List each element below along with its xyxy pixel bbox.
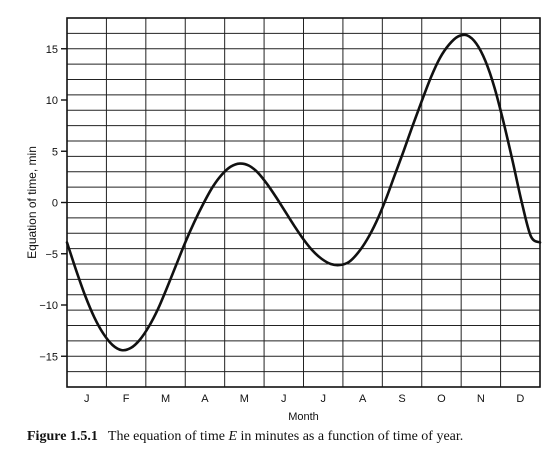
- figure-number: Figure 1.5.1: [27, 429, 98, 444]
- x-tick-label: N: [477, 393, 485, 405]
- x-tick-label: J: [320, 393, 326, 405]
- grid: [67, 18, 540, 387]
- caption-symbol: E: [228, 429, 237, 444]
- x-tick-label: O: [437, 393, 446, 405]
- y-axis-label: Equation of time, min: [25, 146, 39, 259]
- y-tick-label: 15: [46, 44, 58, 56]
- y-tick-label: −5: [45, 249, 58, 261]
- caption-text-start: The equation of time: [107, 429, 229, 444]
- y-tick-label: −15: [39, 351, 58, 363]
- figure-caption: Figure 1.5.1 The equation of time E in mi…: [27, 429, 554, 445]
- y-tick-label: −10: [39, 300, 58, 312]
- x-tick-label: S: [398, 393, 405, 405]
- x-tick-label: A: [359, 393, 367, 405]
- caption-text-end: in minutes as a function of time of year…: [237, 429, 464, 444]
- x-tick-label: D: [516, 393, 524, 405]
- series-line: [65, 33, 542, 352]
- x-axis-label: Month: [288, 411, 319, 423]
- x-tick-label: J: [84, 393, 90, 405]
- equation-of-time-chart: −15 −10 −5 0 5 10 15 J F M A M J J A S O N D Equation of …: [25, 17, 542, 423]
- y-tick-label: 10: [46, 95, 58, 107]
- y-axis-ticks: −15 −10 −5 0 5 10 15: [39, 44, 67, 363]
- y-tick-label: 0: [52, 198, 58, 210]
- x-tick-label: F: [123, 393, 130, 405]
- y-tick-label: 5: [52, 146, 58, 158]
- x-tick-label: M: [161, 393, 170, 405]
- x-tick-label: J: [281, 393, 287, 405]
- x-tick-label: A: [201, 393, 209, 405]
- x-tick-label: M: [240, 393, 249, 405]
